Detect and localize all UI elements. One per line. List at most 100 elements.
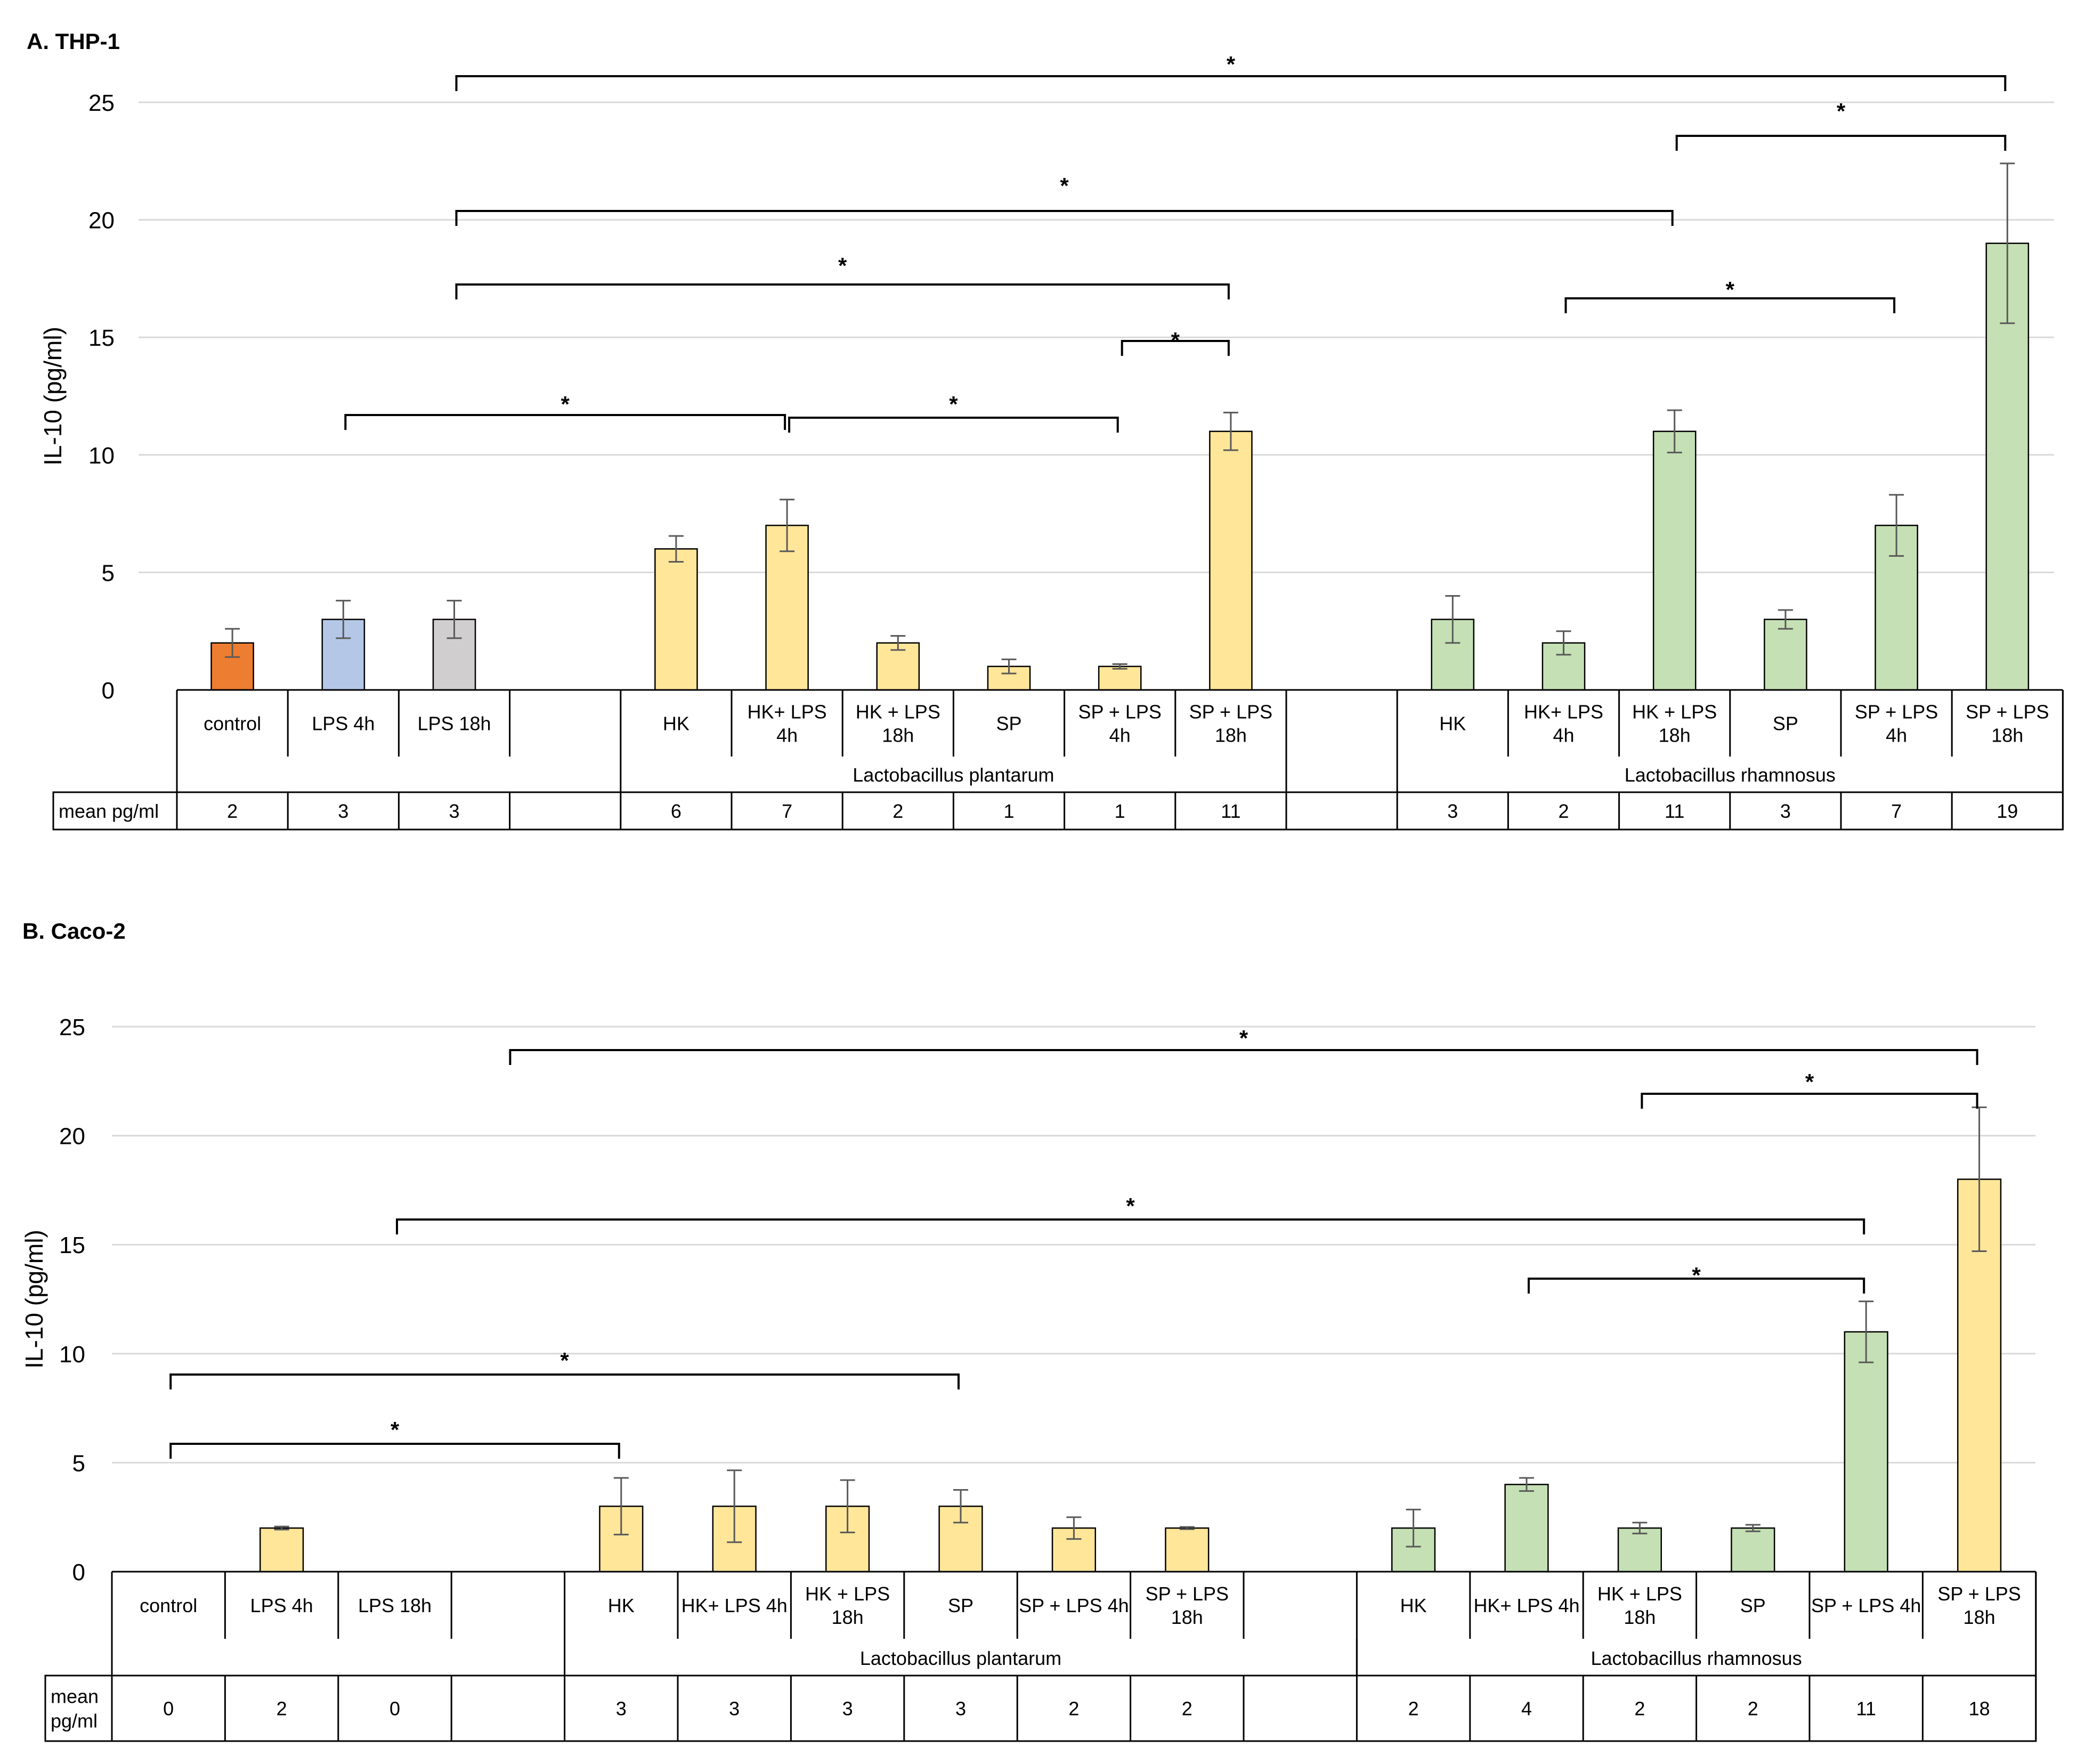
significance-bracket	[169, 1443, 620, 1459]
mean-value: 6	[671, 800, 681, 822]
mean-value: 11	[1665, 800, 1684, 822]
y-axis-label: IL-10 (pg/ml)	[39, 327, 67, 466]
y-tick-label: 0	[102, 678, 115, 704]
significance-bracket	[455, 210, 1674, 226]
mean-value: 2	[1634, 1698, 1645, 1720]
bar	[1652, 430, 1697, 691]
bar	[1209, 430, 1253, 691]
category-label: SP + LPS	[1966, 701, 2049, 723]
mean-row-label: pg/ml	[51, 1710, 98, 1732]
bar	[876, 642, 920, 691]
mean-value: 2	[1068, 1698, 1079, 1720]
significance-bracket	[1641, 1093, 1978, 1109]
category-label: 18h	[1171, 1606, 1203, 1628]
significance-bracket	[788, 417, 1119, 433]
category-label: control	[140, 1595, 197, 1616]
y-tick-label: 10	[88, 443, 115, 469]
significance-bracket	[1121, 340, 1230, 356]
category-label: 4h	[776, 725, 798, 746]
category-label: SP	[948, 1595, 973, 1616]
category-label: HK	[1400, 1595, 1427, 1616]
category-label: 18h	[882, 725, 914, 746]
bar	[654, 548, 698, 691]
significance-marker: *	[391, 1417, 400, 1442]
panel-a-title: A. THP-1	[27, 29, 120, 54]
y-tick-label: 5	[72, 1450, 85, 1476]
mean-value: 1	[1115, 800, 1125, 822]
category-label: HK + LPS	[856, 701, 940, 723]
significance-marker: *	[1726, 277, 1735, 302]
bar	[1844, 1331, 1888, 1573]
mean-value: 2	[1182, 1698, 1192, 1720]
category-label: HK+ LPS 4h	[1473, 1595, 1579, 1616]
mean-value: 2	[1748, 1698, 1758, 1720]
mean-value: 11	[1221, 800, 1240, 822]
category-label: 4h	[1886, 725, 1907, 746]
mean-value: 3	[729, 1698, 740, 1720]
bar	[1504, 1484, 1549, 1573]
category-label: 18h	[1964, 1606, 1995, 1628]
category-label: SP + LPS 4h	[1019, 1595, 1129, 1616]
bar	[1098, 665, 1142, 691]
panel-b-title: B. Caco-2	[22, 918, 126, 944]
significance-bracket	[396, 1218, 1865, 1234]
significance-marker: *	[1239, 1026, 1248, 1051]
mean-value: 2	[893, 800, 903, 822]
group-label: Lactobacillus plantarum	[853, 764, 1054, 786]
group-label: Lactobacillus plantarum	[860, 1647, 1061, 1669]
category-label: SP + LPS	[1078, 701, 1161, 723]
bar	[1731, 1527, 1775, 1573]
mean-value: 2	[1408, 1698, 1419, 1720]
y-axis-label: IL-10 (pg/ml)	[20, 1230, 48, 1369]
mean-row-label: mean pg/ml	[59, 800, 159, 822]
mean-value: 3	[449, 800, 459, 822]
category-label: HK	[1439, 713, 1466, 735]
category-label: LPS 4h	[312, 713, 375, 735]
category-label: 18h	[1624, 1606, 1656, 1628]
bar	[1617, 1527, 1662, 1573]
category-label: SP	[996, 713, 1021, 735]
category-label: 18h	[832, 1606, 864, 1628]
category-label: SP + LPS	[1146, 1583, 1229, 1605]
mean-value: 3	[842, 1698, 853, 1720]
mean-value: 11	[1856, 1698, 1876, 1720]
significance-marker: *	[838, 253, 847, 278]
mean-value: 3	[338, 800, 348, 822]
mean-value: 4	[1521, 1698, 1532, 1720]
mean-value: 2	[277, 1698, 287, 1720]
mean-value: 7	[782, 800, 792, 822]
significance-marker: *	[560, 1348, 569, 1373]
significance-bracket	[1528, 1278, 1865, 1294]
y-tick-label: 20	[59, 1124, 85, 1150]
mean-row	[52, 791, 2064, 831]
y-tick-label: 25	[59, 1014, 85, 1040]
group-label: Lactobacillus rhamnosus	[1625, 764, 1836, 786]
category-label: control	[204, 713, 261, 735]
significance-bracket	[1564, 297, 1896, 313]
category-label: LPS 18h	[417, 713, 491, 735]
panel-a-chart: 0 5 10 15 20 25 IL-10 (pg/ml) Lactobacillus pla…	[39, 52, 2064, 831]
category-label: 18h	[1991, 725, 2023, 746]
mean-value: 0	[163, 1698, 174, 1720]
mean-value: 3	[616, 1698, 627, 1720]
group-label: Lactobacillus rhamnosus	[1591, 1647, 1802, 1669]
bar	[765, 524, 809, 691]
category-label: 18h	[1659, 725, 1691, 746]
significance-marker: *	[561, 392, 570, 417]
y-tick-label: 15	[59, 1232, 85, 1258]
category-label: SP + LPS	[1189, 701, 1272, 723]
significance-marker: *	[1692, 1263, 1701, 1288]
significance-bracket	[344, 414, 786, 430]
category-label: HK + LPS	[805, 1583, 890, 1605]
category-label: HK	[608, 1595, 635, 1616]
mean-value: 0	[390, 1698, 400, 1720]
mean-value: 3	[1447, 800, 1458, 822]
category-label: SP	[1773, 713, 1798, 735]
mean-value: 1	[1003, 800, 1014, 822]
mean-value: 3	[955, 1698, 966, 1720]
mean-value: 19	[1997, 800, 2018, 822]
significance-marker: *	[949, 392, 958, 417]
mean-row-label: mean	[51, 1686, 99, 1708]
